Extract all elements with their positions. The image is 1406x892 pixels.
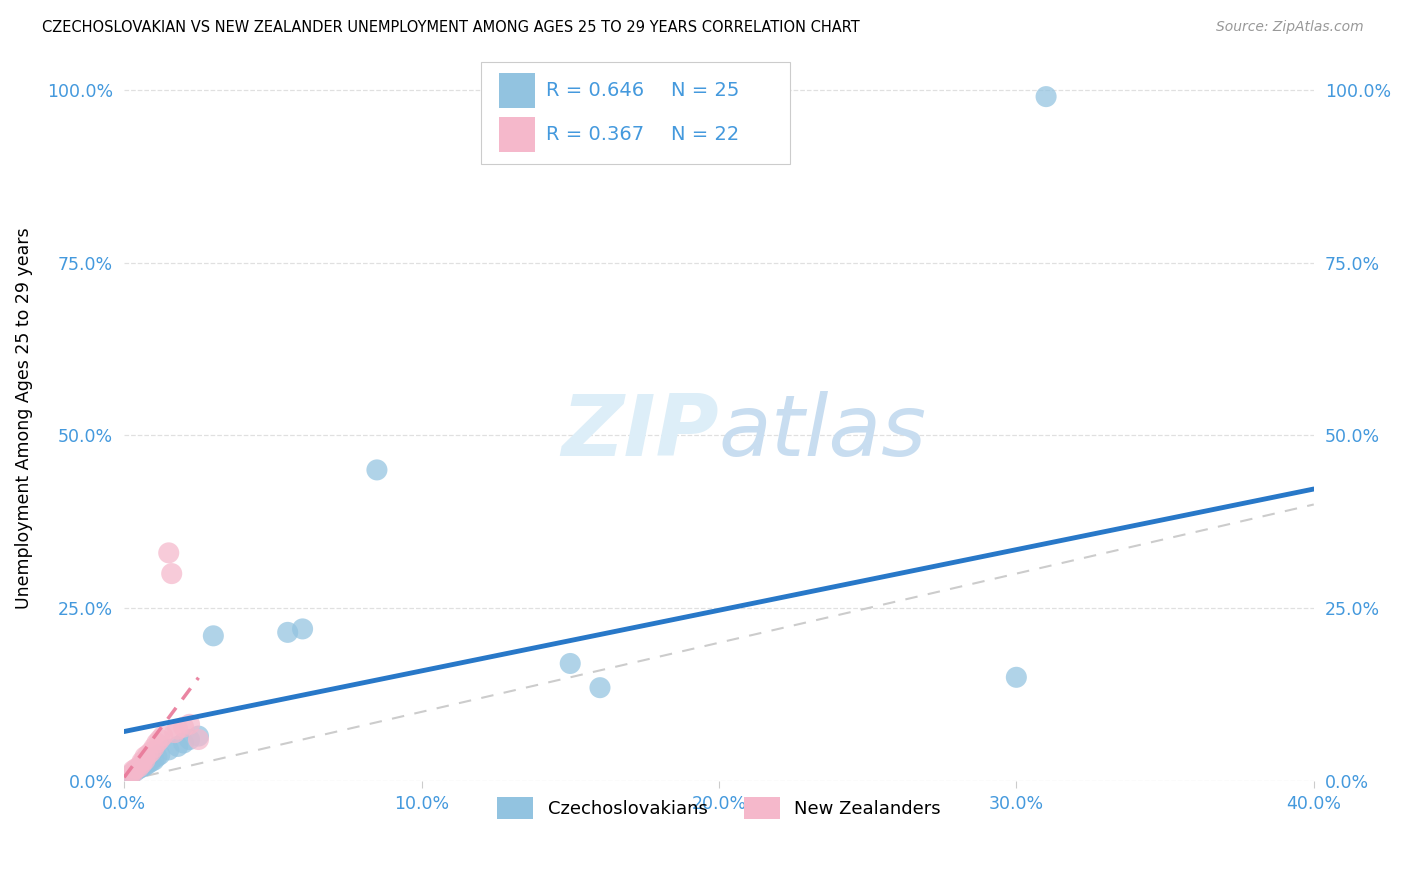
Text: N = 22: N = 22 bbox=[671, 125, 740, 144]
Point bbox=[128, 760, 150, 774]
Point bbox=[1005, 670, 1028, 684]
Text: Source: ZipAtlas.com: Source: ZipAtlas.com bbox=[1216, 20, 1364, 34]
Point bbox=[152, 729, 174, 743]
Point bbox=[146, 736, 169, 750]
Point bbox=[291, 622, 314, 636]
Point bbox=[149, 747, 172, 762]
Point bbox=[149, 732, 172, 747]
Point bbox=[163, 725, 186, 739]
Point bbox=[179, 717, 201, 731]
Point bbox=[166, 739, 188, 754]
Point bbox=[122, 764, 145, 778]
Point bbox=[134, 749, 156, 764]
Point bbox=[1035, 89, 1057, 103]
Point bbox=[122, 765, 145, 780]
Point bbox=[187, 732, 209, 747]
Text: R = 0.646: R = 0.646 bbox=[547, 81, 644, 100]
Point bbox=[366, 463, 388, 477]
FancyBboxPatch shape bbox=[499, 73, 534, 108]
Point bbox=[560, 657, 582, 671]
Y-axis label: Unemployment Among Ages 25 to 29 years: Unemployment Among Ages 25 to 29 years bbox=[15, 227, 32, 609]
Point bbox=[142, 740, 165, 755]
Point bbox=[202, 629, 225, 643]
Point bbox=[157, 743, 180, 757]
Point bbox=[122, 765, 145, 780]
Point bbox=[131, 760, 153, 774]
FancyBboxPatch shape bbox=[499, 117, 534, 152]
Point bbox=[131, 755, 153, 769]
Point bbox=[128, 762, 150, 776]
Point bbox=[146, 749, 169, 764]
Point bbox=[136, 747, 159, 762]
Point bbox=[134, 759, 156, 773]
Legend: Czechoslovakians, New Zealanders: Czechoslovakians, New Zealanders bbox=[489, 790, 948, 826]
Text: atlas: atlas bbox=[718, 391, 927, 474]
Point bbox=[179, 732, 201, 747]
Point bbox=[277, 625, 299, 640]
Point bbox=[125, 762, 148, 776]
FancyBboxPatch shape bbox=[481, 62, 790, 164]
Point bbox=[139, 755, 162, 769]
Point bbox=[160, 566, 183, 581]
Point bbox=[187, 729, 209, 743]
Point bbox=[125, 764, 148, 778]
Point bbox=[157, 546, 180, 560]
Point bbox=[173, 720, 195, 734]
Text: N = 25: N = 25 bbox=[671, 81, 740, 100]
Text: R = 0.367: R = 0.367 bbox=[547, 125, 644, 144]
Point bbox=[134, 753, 156, 767]
Point bbox=[139, 745, 162, 759]
Point bbox=[120, 768, 142, 782]
Text: ZIP: ZIP bbox=[561, 391, 718, 474]
Point bbox=[589, 681, 612, 695]
Point bbox=[136, 756, 159, 771]
Point bbox=[131, 756, 153, 771]
Point bbox=[142, 753, 165, 767]
Point bbox=[120, 768, 142, 782]
Point bbox=[166, 722, 188, 736]
Text: CZECHOSLOVAKIAN VS NEW ZEALANDER UNEMPLOYMENT AMONG AGES 25 TO 29 YEARS CORRELAT: CZECHOSLOVAKIAN VS NEW ZEALANDER UNEMPLO… bbox=[42, 20, 860, 35]
Point bbox=[173, 736, 195, 750]
